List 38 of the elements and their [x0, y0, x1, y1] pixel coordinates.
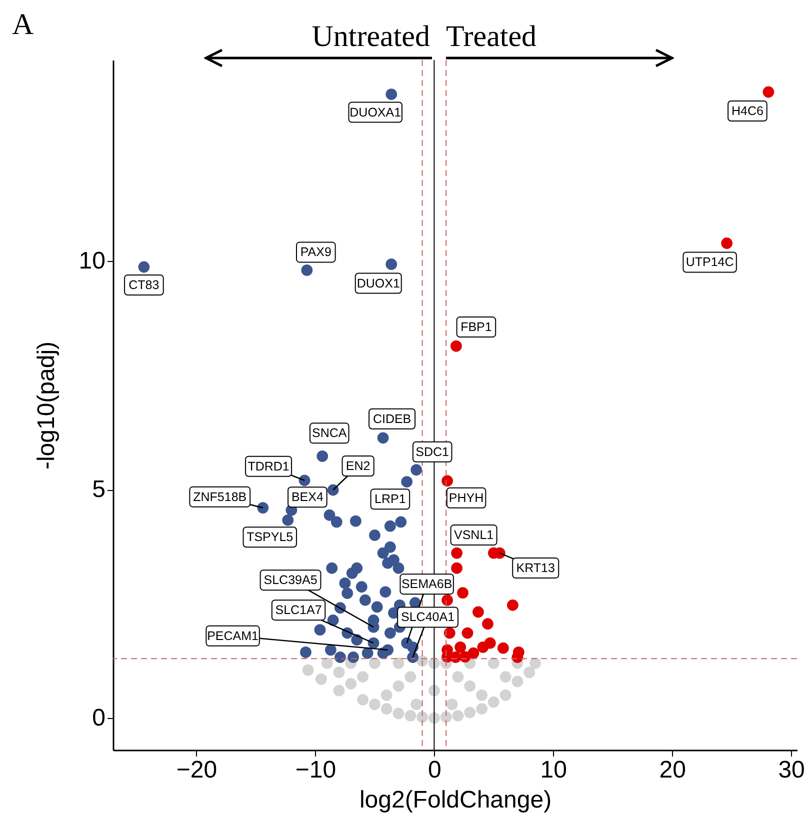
annotation: CT83: [128, 278, 160, 292]
x-tick-label: 20: [659, 756, 686, 784]
annotation: SDC1: [416, 444, 450, 459]
x-tick-label: −20: [176, 756, 218, 784]
annotation: CIDEB: [372, 412, 412, 426]
annotation: TDRD1: [248, 459, 290, 474]
annotation: SLC1A7: [275, 603, 322, 618]
annotation: DUOXA1: [350, 105, 402, 120]
x-tick-label: 30: [778, 756, 805, 784]
x-tick-label: 10: [540, 756, 567, 784]
text: Treated: [446, 20, 537, 53]
y-tick-label: 5: [92, 476, 106, 504]
annotation: UTP14C: [686, 255, 734, 270]
annotation: FBP1: [460, 320, 492, 334]
text: Untreated: [312, 20, 430, 53]
annotation: PAX9: [300, 245, 332, 260]
annotation: KRT13: [516, 561, 555, 576]
y-axis-title: -log10(padj): [32, 341, 60, 470]
annotation: LRP1: [374, 492, 406, 506]
annotation: PHYH: [448, 490, 484, 505]
annotation: H4C6: [731, 104, 764, 118]
annotation: SLC39A5: [264, 573, 318, 588]
annotation: EN2: [346, 458, 370, 473]
annotation: DUOX1: [356, 276, 400, 290]
annotation: PECAM1: [207, 628, 259, 643]
y-tick-label: 0: [92, 704, 106, 732]
annotation: SEMA6B: [401, 577, 452, 592]
annotation: SNCA: [312, 426, 348, 440]
text: A: [12, 8, 34, 41]
x-tick-label: 0: [428, 756, 442, 784]
annotation: VSNL1: [454, 528, 494, 542]
annotation: BEX4: [291, 490, 324, 504]
y-tick-label: 10: [78, 248, 106, 275]
x-tick-label: −10: [295, 756, 336, 784]
annotation: TSPYL5: [246, 530, 294, 544]
x-axis-title: log2(FoldChange): [359, 786, 552, 814]
annotation: SLC40A1: [401, 610, 455, 624]
annotation: ZNF518B: [193, 490, 247, 504]
